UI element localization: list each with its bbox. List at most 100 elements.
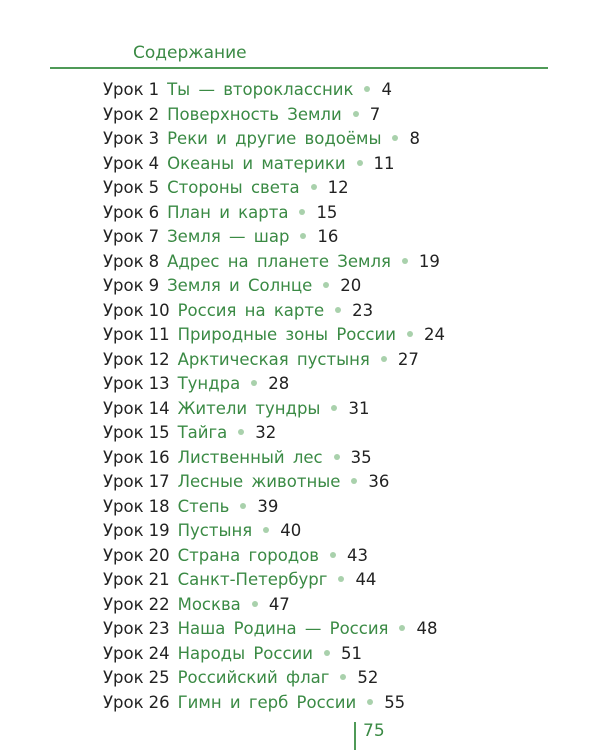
lesson-page: 27 [397,349,419,369]
bullet-dot [300,233,307,239]
lesson-page: 55 [384,692,406,712]
lesson-title: Российский флаг [177,668,330,687]
header-divider [50,67,548,69]
lesson-number: 18 [148,496,170,516]
lesson-number: 10 [148,300,170,320]
lesson-word: Урок [103,80,144,99]
lesson-title: Адрес на планете Земля [167,251,391,271]
lesson-page: 8 [409,129,420,148]
lesson-title: Народы России [177,643,313,663]
lesson-title: Стороны света [167,178,300,197]
lesson-word: Урок [103,104,144,124]
lesson-number: 16 [148,447,170,467]
bullet-dot [380,355,387,362]
bullet-dot [238,429,245,435]
contents-entry: Урок 7 Земля — шар 16 [103,225,445,250]
lesson-number: 15 [148,423,170,442]
lesson-title: Москва [177,594,241,614]
bullet-dot [356,159,363,166]
lesson-title: Земля и Солнце [167,276,313,295]
lesson-number: 21 [148,570,170,589]
lesson-title: Пустыня [177,521,253,540]
lesson-title: Россия на карте [177,300,325,320]
bullet-dot [352,110,359,117]
bullet-dot [399,625,406,631]
contents-entry: Урок 25 Российский флаг 52 [103,666,445,691]
lesson-number: 26 [148,692,170,712]
lesson-word: Урок [103,570,144,589]
lesson-word: Урок [103,594,144,614]
lesson-page: 28 [268,374,290,393]
contents-entry: Урок 1 Ты — второклассник 4 [103,78,445,103]
lesson-page: 47 [268,594,290,614]
lesson-title: Тундра [177,374,241,393]
contents-entry: Урок 12 Арктическая пустыня 27 [103,348,445,373]
lesson-page: 19 [418,251,440,271]
bullet-dot [351,478,358,484]
bullet-dot [401,257,408,264]
lesson-title: Поверхность Земли [167,104,342,124]
bullet-dot [367,698,374,705]
lesson-page: 39 [257,496,279,516]
lesson-word: Урок [103,276,144,295]
lesson-number: 5 [148,178,160,197]
lesson-title: Гимн и герб России [177,692,357,712]
contents-entry: Урок 4 Океаны и материки 11 [103,152,445,177]
page-title: Содержание [133,43,247,63]
lesson-page: 52 [357,668,379,687]
contents-entry: Урок 22 Москва 47 [103,593,445,618]
contents-entry: Урок 16 Лиственный лес 35 [103,446,445,471]
lesson-word: Урок [103,153,144,173]
contents-entry: Урок 20 Страна городов 43 [103,544,445,569]
lesson-title: Страна городов [177,545,320,565]
lesson-page: 20 [340,276,362,295]
lesson-word: Урок [103,447,144,467]
lesson-word: Урок [103,423,144,442]
lesson-title: Жители тундры [177,398,321,418]
lesson-word: Урок [103,692,144,712]
contents-entry: Урок 5 Стороны света 12 [103,176,445,201]
lesson-number: 2 [148,104,160,124]
bullet-dot [263,527,270,533]
lesson-word: Урок [103,668,144,687]
lesson-number: 22 [148,594,170,614]
lesson-word: Урок [103,643,144,663]
lesson-number: 12 [148,349,170,369]
lesson-title: Наша Родина — Россия [177,619,389,638]
lesson-title: Ты — второклассник [167,80,354,99]
lesson-page: 24 [423,325,445,344]
contents-list: Урок 1 Ты — второклассник 4 Урок 2 Поверхность… [103,78,445,715]
lesson-page: 43 [347,545,369,565]
bullet-dot [330,551,337,558]
bullet-dot [333,453,340,460]
lesson-number: 11 [148,325,170,344]
contents-entry: Урок 18 Степь 39 [103,495,445,520]
contents-entry: Урок 10 Россия на карте 23 [103,299,445,324]
lesson-word: Урок [103,521,144,540]
bullet-dot [240,502,247,509]
bullet-dot [364,86,371,92]
bullet-dot [323,282,330,288]
contents-entry: Урок 24 Народы России 51 [103,642,445,667]
lesson-page: 48 [416,619,438,638]
lesson-page: 35 [350,447,372,467]
lesson-title: Лесные животные [177,472,341,491]
contents-entry: Урок 19 Пустыня 40 [103,519,445,544]
lesson-title: Земля — шар [167,227,290,246]
contents-entry: Урок 14 Жители тундры 31 [103,397,445,422]
contents-entry: Урок 26 Гимн и герб России 55 [103,691,445,716]
lesson-page: 32 [255,423,277,442]
lesson-title: План и карта [167,202,289,222]
lesson-title: Степь [177,496,230,516]
bullet-dot [392,135,399,141]
lesson-word: Урок [103,619,144,638]
page-number-bar [354,722,356,750]
lesson-number: 14 [148,398,170,418]
contents-entry: Урок 21 Санкт-Петербург 44 [103,568,445,593]
lesson-number: 6 [148,202,160,222]
lesson-page: 51 [341,643,362,663]
lesson-number: 24 [148,643,170,663]
lesson-title: Тайга [177,423,228,442]
contents-entry: Урок 15 Тайга 32 [103,421,445,446]
lesson-word: Урок [103,472,144,491]
